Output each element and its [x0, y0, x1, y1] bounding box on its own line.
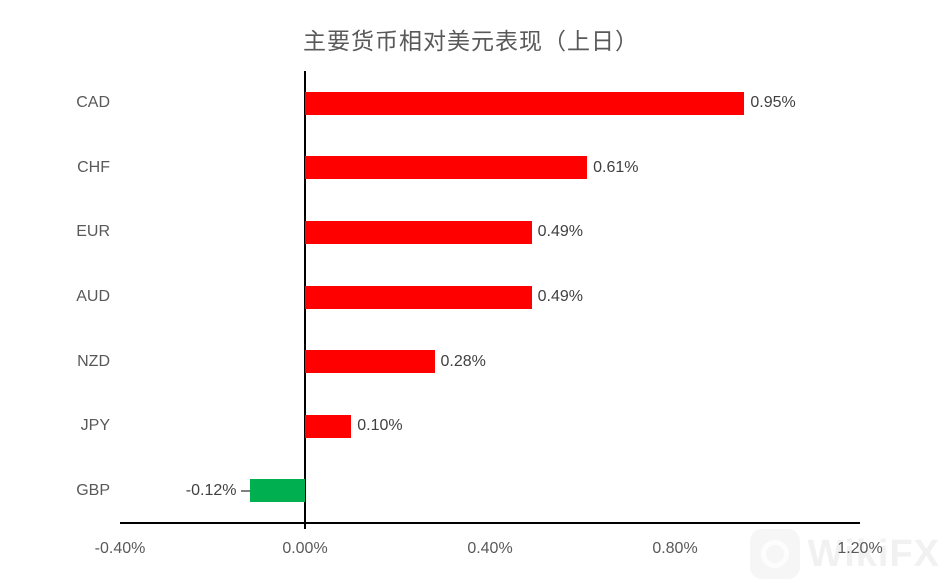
category-label: AUD	[76, 288, 110, 305]
value-label: 0.49%	[537, 223, 583, 241]
x-tick-label: 1.20%	[837, 540, 883, 557]
x-tick-label: 0.80%	[652, 540, 698, 557]
bar	[305, 156, 588, 180]
value-label: 0.10%	[357, 417, 403, 435]
value-label: 0.49%	[537, 288, 583, 305]
value-label: 0.61%	[593, 158, 639, 176]
chart-title: 主要货币相对美元表现（上日）	[303, 28, 639, 54]
category-label: NZD	[77, 352, 110, 370]
wikifx-logo-icon	[749, 529, 800, 579]
bar	[305, 91, 745, 115]
category-label: EUR	[76, 223, 110, 241]
watermark-text: WikiFX	[807, 532, 940, 575]
x-tick-label: 0.00%	[282, 540, 328, 557]
bar	[305, 414, 352, 438]
wikifx-aperture-icon	[760, 540, 789, 568]
bar	[305, 220, 532, 244]
value-label: -0.12%	[185, 481, 237, 499]
x-tick-label: 0.40%	[467, 540, 513, 557]
x-axis-line	[120, 522, 860, 524]
category-label: CHF	[77, 158, 110, 176]
value-label: 0.28%	[440, 352, 486, 370]
category-label: GBP	[76, 481, 110, 499]
watermark: WikiFX	[749, 529, 940, 579]
x-tick-label: -0.40%	[94, 540, 146, 557]
bar	[305, 350, 435, 374]
category-label: JPY	[80, 417, 110, 435]
value-label: 0.95%	[750, 94, 796, 112]
leader-line	[240, 489, 250, 492]
category-label: CAD	[76, 94, 110, 112]
bar	[305, 285, 532, 309]
bar	[249, 479, 305, 503]
